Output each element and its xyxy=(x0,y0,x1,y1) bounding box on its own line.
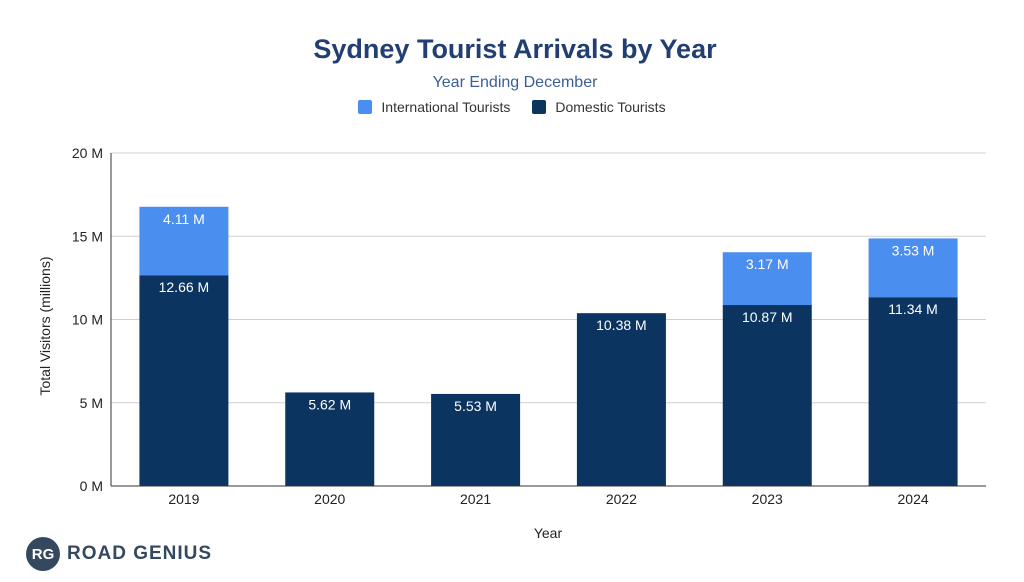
bar-domestic xyxy=(722,305,812,486)
y-tick-label: 5 M xyxy=(80,395,103,411)
bar-international xyxy=(722,252,812,306)
data-label: 11.34 M xyxy=(888,301,938,317)
brand-name: ROAD GENIUS xyxy=(67,543,213,564)
y-tick-label: 10 M xyxy=(72,312,103,328)
x-tick-label: 2023 xyxy=(752,491,783,507)
legend-label-domestic: Domestic Tourists xyxy=(555,99,666,115)
axes: 0 M 5 M 10 M 15 M 20 M 2019 2020 2021 2022 2023 20… xyxy=(72,145,986,507)
legend-item-domestic: Domestic Tourists xyxy=(532,99,666,115)
bar-international xyxy=(139,206,229,276)
legend-swatch-international xyxy=(358,100,373,114)
x-tick-label: 2020 xyxy=(314,491,345,507)
y-tick-label: 15 M xyxy=(72,228,103,244)
bar-domestic xyxy=(868,297,958,486)
grid-lines xyxy=(111,152,986,404)
bar-domestic xyxy=(576,313,666,486)
data-label: 5.62 M xyxy=(308,396,351,412)
data-label: 10.87 M xyxy=(742,309,793,325)
x-tick-label: 2022 xyxy=(606,491,637,507)
data-label: 4.11 M xyxy=(163,211,205,227)
bar-international xyxy=(868,238,958,298)
data-label: 5.53 M xyxy=(454,398,497,414)
x-tick-label: 2021 xyxy=(460,491,491,507)
brand-logo: RG ROAD GENIUS xyxy=(26,537,212,571)
legend-swatch-domestic xyxy=(532,100,547,114)
data-label: 3.53 M xyxy=(892,242,935,258)
bar-domestic xyxy=(285,392,375,486)
bar-domestic xyxy=(139,275,229,486)
bar-domestic xyxy=(431,393,521,486)
x-axis-label: Year xyxy=(534,525,563,541)
brand-badge: RG xyxy=(26,537,60,571)
chart-title: Sydney Tourist Arrivals by Year xyxy=(313,34,717,64)
y-tick-label: 20 M xyxy=(72,145,103,161)
data-label: 10.38 M xyxy=(596,317,647,333)
x-tick-label: 2019 xyxy=(168,491,199,507)
x-tick-label: 2024 xyxy=(898,491,929,507)
data-label: 3.17 M xyxy=(746,256,789,272)
chart-subtitle: Year Ending December xyxy=(432,74,598,91)
bars: 12.66 M 4.11 M 5.62 M 5.53 M 10.38 M 10.87 M 3… xyxy=(139,206,958,486)
y-tick-label: 0 M xyxy=(80,478,103,494)
chart-legend: International Tourists Domestic Tourists xyxy=(0,99,1024,115)
legend-label-international: International Tourists xyxy=(381,99,511,115)
y-axis-label: Total Visitors (millions) xyxy=(37,257,53,396)
data-label: 12.66 M xyxy=(159,279,210,295)
legend-item-international: International Tourists xyxy=(358,99,510,115)
